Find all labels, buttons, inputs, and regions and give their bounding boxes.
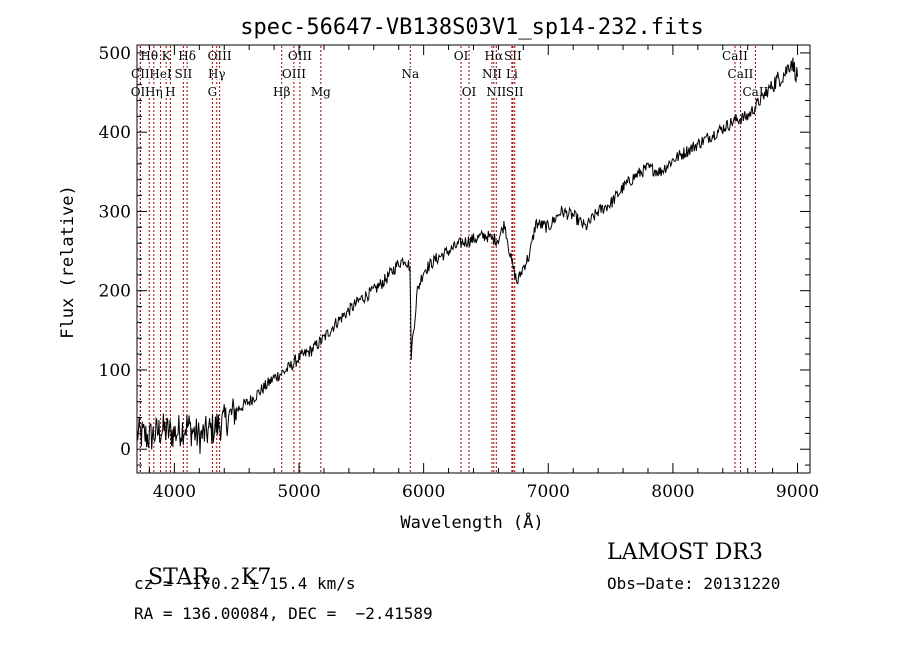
line-label-15: NII <box>482 67 502 81</box>
survey-label: LAMOST DR3 <box>607 540 763 565</box>
line-label-11: SII <box>175 67 193 81</box>
y-tick-label-200: 200 <box>99 282 131 302</box>
line-label-4: OIII <box>288 49 312 63</box>
line-label-27: CaII <box>742 85 768 99</box>
line-label-2: Hδ <box>178 49 196 63</box>
x-tick-label-9000: 9000 <box>776 482 819 502</box>
object-class: STAR K7 <box>134 540 271 590</box>
redshift-label: cz = −170.2 ± 15.4 km/s <box>134 574 356 593</box>
line-label-25: NII <box>486 85 506 99</box>
y-tick-label-300: 300 <box>99 202 131 222</box>
line-label-12: Hγ <box>208 67 226 81</box>
spectrum-series <box>136 57 798 454</box>
line-label-8: CaII <box>722 49 748 63</box>
chart-title: spec-56647-VB138S03V1_sp14-232.fits <box>240 15 704 40</box>
class-label: STAR <box>148 565 209 590</box>
line-label-23: Mg <box>311 85 331 99</box>
line-label-0: Hθ <box>140 49 158 63</box>
line-label-5: OI <box>454 49 469 63</box>
line-label-13: OIII <box>282 67 306 81</box>
y-tick-label-400: 400 <box>99 123 131 143</box>
plot-frame <box>136 44 811 474</box>
line-label-26: SII <box>506 85 524 99</box>
axis-ticks: 4000 5000 6000 7000 8000 9000 0 100 200 300 400 500 <box>99 44 820 502</box>
x-tick-label-4000: 4000 <box>153 482 196 502</box>
x-tick-label-5000: 5000 <box>277 482 320 502</box>
line-label-10: HeI <box>149 67 172 81</box>
line-label-7: SII <box>504 49 522 63</box>
y-axis-label: Flux (relative) <box>58 185 78 339</box>
x-tick-label-7000: 7000 <box>527 482 570 502</box>
y-tick-label-100: 100 <box>99 361 131 381</box>
line-label-21: G <box>208 85 218 99</box>
line-label-6: Hα <box>485 49 504 63</box>
line-label-24: OI <box>462 85 477 99</box>
obs-date-label: Obs−Date: 20131220 <box>607 574 781 593</box>
line-label-17: CaII <box>728 67 754 81</box>
line-label-18: OII <box>131 85 151 99</box>
x-tick-label-6000: 6000 <box>402 482 445 502</box>
line-label-20: H <box>165 85 175 99</box>
line-label-19: Hη <box>145 85 163 99</box>
y-tick-label-0: 0 <box>120 440 131 460</box>
x-axis-label: Wavelength (Å) <box>400 511 543 533</box>
y-tick-label-500: 500 <box>99 44 131 64</box>
subclass-label: K7 <box>241 565 272 590</box>
line-label-3: OIII <box>208 49 232 63</box>
line-label-16: Li <box>506 67 518 81</box>
series-line-flux <box>136 57 798 454</box>
x-tick-label-8000: 8000 <box>651 482 694 502</box>
line-label-14: Na <box>401 67 419 81</box>
coordinates-label: RA = 136.00084, DEC = −2.41589 <box>134 604 433 623</box>
line-label-22: Hβ <box>273 85 290 99</box>
